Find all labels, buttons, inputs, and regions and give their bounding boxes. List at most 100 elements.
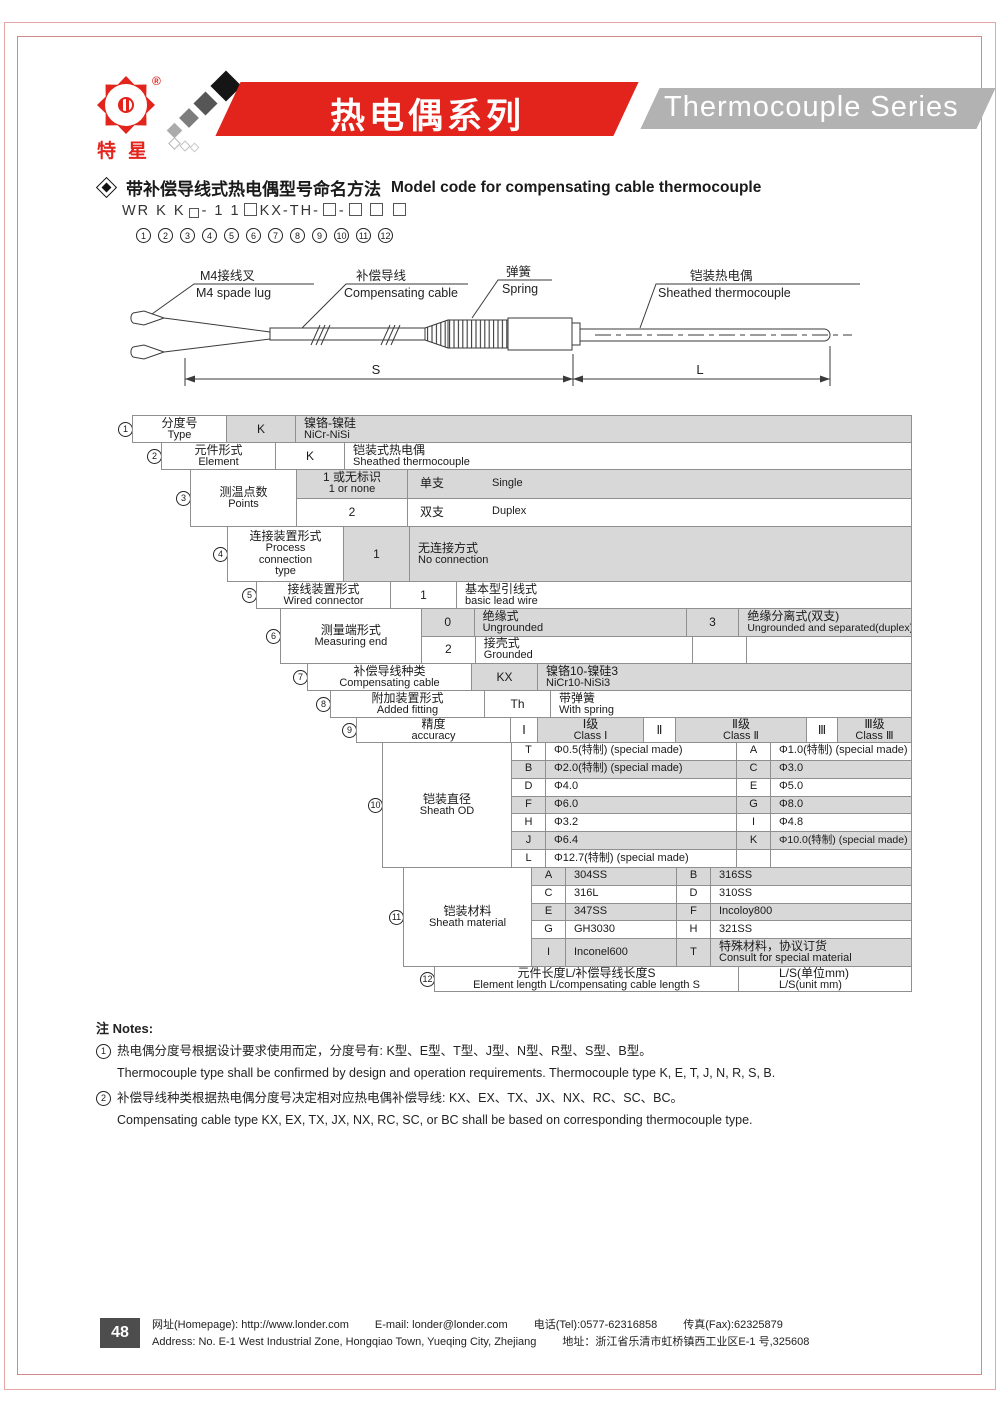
code-box <box>348 203 362 216</box>
row-number: 7 <box>293 669 308 685</box>
material-value: Inconel600 <box>574 945 628 958</box>
model-code-part2: - 1 1 <box>201 203 241 219</box>
table-row: 8 附加装置形式 Added fitting Th 带弹簧 With spring <box>316 690 912 718</box>
od-value: Φ0.5(特制) (special made) <box>554 744 683 757</box>
od-value: Φ5.0 <box>779 780 804 793</box>
note-text-en: Thermocouple type shall be confirmed by … <box>117 1066 776 1080</box>
position-number: 5 <box>224 228 239 243</box>
material-value-cn: 特殊材料，协议订货 <box>719 939 828 954</box>
od-code: E <box>749 780 758 793</box>
code-value: KX <box>496 669 513 684</box>
code-value: 1 <box>420 587 427 602</box>
desc-en: Single <box>492 476 523 489</box>
row-number: 9 <box>342 722 357 738</box>
class-code: Ⅰ <box>522 722 526 737</box>
code-box <box>188 208 199 218</box>
row-label-en: connection <box>258 553 313 566</box>
series-title-cn: 热电偶系列 <box>330 97 526 136</box>
table-row: 10 铠装直径 Sheath OD T Φ0.5(特制) (special mad… <box>368 742 912 869</box>
empty-cell <box>736 849 771 869</box>
table-row: 3 测温点数 Points 1 或无标识 1 or none 单支 Single 2 … <box>176 469 912 527</box>
label-sheath-cn: 铠装热电偶 <box>690 268 753 283</box>
material-code: D <box>689 887 698 900</box>
footer-line-1: 网址(Homepage): http://www.londer.com E-mai… <box>152 1317 952 1334</box>
position-number: 11 <box>356 228 371 243</box>
table-row: 11 铠装材料 Sheath material A 304SS B 316SS C… <box>389 867 912 967</box>
od-value: Φ1.0(特制) (special made) <box>779 744 908 757</box>
od-code: C <box>749 762 758 775</box>
row-label-cn: 测温点数 <box>219 484 268 499</box>
row-number: 8 <box>316 696 331 712</box>
desc-cn: 无连接方式 <box>418 540 479 555</box>
row-label-en: Type <box>167 428 192 441</box>
row-label-en: Wired connector <box>283 594 364 607</box>
row-label-en: Compensating cable <box>339 676 440 689</box>
position-number: 6 <box>246 228 261 243</box>
table-row: 12 元件长度L/补偿导线长度S Element length L/compens… <box>420 966 912 992</box>
od-code: D <box>524 780 533 793</box>
footer-homepage: 网址(Homepage): http://www.londer.com <box>152 1319 349 1331</box>
position-number: 10 <box>334 228 349 243</box>
desc-en: Duplex <box>492 505 527 518</box>
code-value: 0 <box>444 614 452 629</box>
model-code-position-numbers: 1 2 3 4 5 6 7 8 9 10 11 12 <box>136 228 393 243</box>
material-value: 310SS <box>719 887 753 900</box>
row-label-cn: 接线装置形式 <box>287 581 360 596</box>
footer-address-en: Address: No. E-1 West Industrial Zone, H… <box>152 1336 537 1348</box>
row-label-cn: 分度号 <box>161 415 198 430</box>
od-code: H <box>524 815 533 828</box>
row-label-en: Element length L/compensating cable leng… <box>473 978 700 991</box>
row-label-cn: 铠装材料 <box>443 903 492 918</box>
class-code: Ⅲ <box>817 722 827 737</box>
table-row: 6 测量端形式 Measuring end 0 绝缘式 Ungrounded 3 绝… <box>266 608 913 664</box>
material-code: F <box>690 905 697 918</box>
row-label-en: Process <box>265 541 306 554</box>
footer-tel: 电话(Tel):0577-62316858 <box>533 1319 658 1331</box>
dimension-s: S <box>372 362 381 377</box>
series-title-en: Thermocouple Series <box>664 91 959 123</box>
material-value: 316SS <box>719 869 753 882</box>
code-value-cn: 1 或无标识 <box>322 470 381 485</box>
od-value: Φ2.0(特制) (special made) <box>554 762 683 775</box>
class-cn: Ⅰ级 <box>582 717 599 731</box>
class-cn: Ⅲ级 <box>864 717 885 731</box>
row-label-en: Sheath OD <box>419 804 475 817</box>
material-value: GH3030 <box>574 922 615 935</box>
notes-section: 注 Notes: 1 热电偶分度号根据设计要求使用而定，分度号有: K型、E型、… <box>96 1018 912 1137</box>
od-code: K <box>749 833 758 846</box>
od-code: T <box>525 744 532 757</box>
code-box <box>243 203 257 216</box>
position-number: 9 <box>312 228 327 243</box>
empty-cell <box>745 635 912 664</box>
model-code-part4: - <box>338 203 346 219</box>
class-cn: Ⅱ级 <box>732 717 750 731</box>
model-code-prefix: WR K K <box>122 203 186 219</box>
desc-en: Grounded <box>483 649 533 662</box>
row-number: 11 <box>389 909 404 925</box>
compensating-cable-body <box>269 327 426 341</box>
code-box <box>369 203 383 216</box>
material-code: A <box>544 869 553 882</box>
od-value: Φ12.7(特制) (special made) <box>554 851 689 864</box>
position-number: 3 <box>180 228 195 243</box>
section-title: 带补偿导线式热电偶型号命名方法 Model code for compensat… <box>95 175 761 200</box>
section-title-cn: 带补偿导线式热电偶型号命名方法 <box>126 180 381 199</box>
row-number: 5 <box>242 587 257 603</box>
position-number: 7 <box>268 228 283 243</box>
desc-cn: 双支 <box>420 504 445 519</box>
od-value: Φ4.8 <box>779 815 804 828</box>
material-value: 304SS <box>574 869 608 882</box>
desc-cn: 铠装式热电偶 <box>353 442 426 457</box>
sheathed-probe-body <box>579 328 831 342</box>
od-code: B <box>524 762 533 775</box>
note-number: 1 <box>96 1044 111 1059</box>
desc-cn: 绝缘分离式(双支) <box>747 609 840 624</box>
desc-en: Ungrounded <box>482 621 544 634</box>
emblem-inner-circle <box>105 84 147 126</box>
code-value: Th <box>510 696 525 711</box>
row-label-en: accuracy <box>411 729 456 742</box>
od-code: F <box>525 798 532 811</box>
row-label-cn: 连接装置形式 <box>249 528 322 543</box>
code-value-en: 1 or none <box>328 483 376 496</box>
desc-cn: 基本型引线式 <box>465 581 538 596</box>
